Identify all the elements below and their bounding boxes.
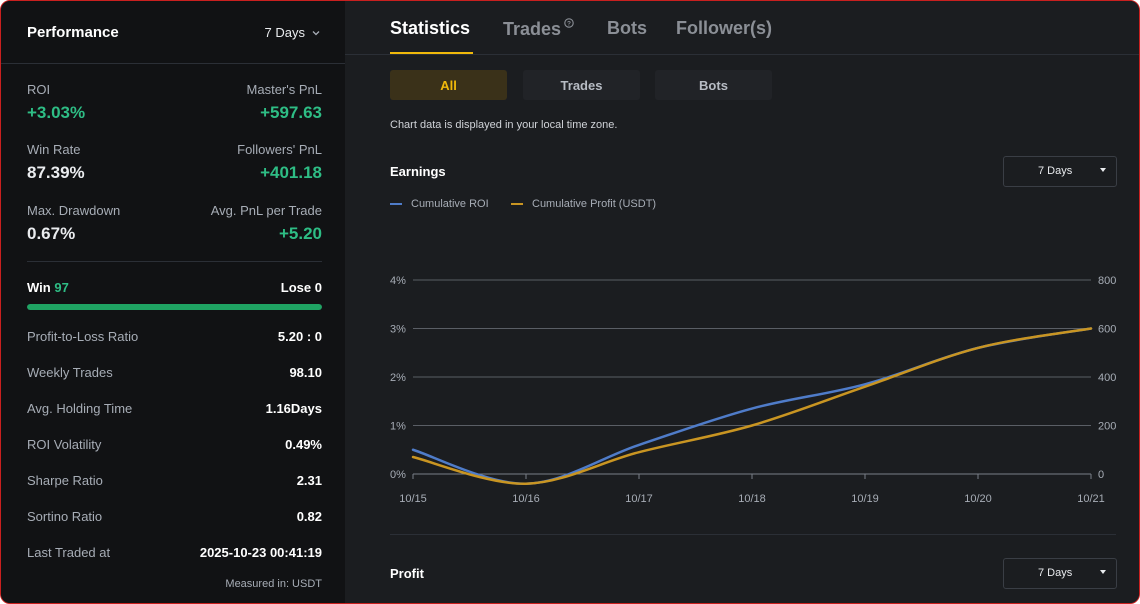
caret-down-icon xyxy=(1100,570,1106,574)
tab-statistics[interactable]: Statistics xyxy=(390,18,471,38)
legend-profit-swatch xyxy=(511,203,523,205)
stat-label: Sharpe Ratio xyxy=(27,473,103,488)
win-ratio-bar xyxy=(27,304,322,310)
roi-label: ROI xyxy=(27,82,51,97)
stat-value: 5.20 : 0 xyxy=(277,329,322,344)
series-line-cumulative-roi xyxy=(411,327,1093,485)
segment-trades[interactable]: Trades xyxy=(523,70,640,100)
master-pnl-label: Master's PnL xyxy=(246,82,322,97)
caret-down-icon xyxy=(1100,168,1106,172)
lose-summary: Lose 0 xyxy=(281,280,322,295)
stat-row-holding-time: Avg. Holding Time 1.16Days xyxy=(27,401,322,419)
win-rate-value: 87.39% xyxy=(27,163,85,182)
performance-panel: Performance 7 Days ROI Master's PnL +3.0… xyxy=(1,1,345,603)
stat-label: Last Traded at xyxy=(27,545,111,560)
series-line-cumulative-profit xyxy=(411,327,1093,485)
tab-followers[interactable]: Follower(s) xyxy=(676,18,773,38)
x-tick-label: 10/18 xyxy=(738,493,766,505)
profit-title: Profit xyxy=(390,566,424,581)
legend-roi[interactable]: Cumulative ROI xyxy=(390,198,489,210)
tab-trades[interactable]: Trades? xyxy=(503,18,574,40)
stat-value: 2.31 xyxy=(296,473,322,488)
x-tick-label: 10/15 xyxy=(399,493,427,505)
performance-title: Performance xyxy=(27,24,119,41)
y-right-tick-label: 200 xyxy=(1098,421,1116,433)
segment-bots[interactable]: Bots xyxy=(655,70,772,100)
x-tick-label: 10/21 xyxy=(1077,493,1105,505)
stat-row-roi-volatility: ROI Volatility 0.49% xyxy=(27,437,322,455)
legend-profit[interactable]: Cumulative Profit (USDT) xyxy=(511,198,656,210)
stat-value: 1.16Days xyxy=(265,401,322,416)
y-right-tick-label: 800 xyxy=(1098,275,1116,287)
tab-bar: Statistics Trades? Bots Follower(s) xyxy=(345,1,1139,55)
measured-in-note: Measured in: USDT xyxy=(225,578,322,590)
stat-label: Weekly Trades xyxy=(27,365,113,380)
max-drawdown-label: Max. Drawdown xyxy=(27,203,121,218)
max-drawdown-value: 0.67% xyxy=(27,224,76,243)
stat-row-profit-to-loss: Profit-to-Loss Ratio 5.20 : 0 xyxy=(27,329,322,347)
stat-row-weekly-trades: Weekly Trades 98.10 xyxy=(27,365,322,383)
section-divider xyxy=(390,534,1116,535)
tab-trades-label: Trades xyxy=(503,19,562,39)
y-right-tick-label: 400 xyxy=(1098,372,1116,384)
profit-period-value: 7 Days xyxy=(1038,567,1073,579)
earnings-title: Earnings xyxy=(390,164,446,179)
stat-label: Sortino Ratio xyxy=(27,509,103,524)
svg-text:?: ? xyxy=(567,20,571,27)
legend-roi-label: Cumulative ROI xyxy=(411,198,489,210)
stat-label: Avg. Holding Time xyxy=(27,401,133,416)
stat-row-last-traded: Last Traded at 2025-10-23 00:41:19 xyxy=(27,545,322,563)
profit-period-select[interactable]: 7 Days xyxy=(1003,558,1117,589)
win-lose-summary: Win 97 Lose 0 xyxy=(27,280,322,295)
performance-header: Performance 7 Days xyxy=(1,1,345,64)
roi-value: +3.03% xyxy=(27,103,86,122)
legend-profit-label: Cumulative Profit (USDT) xyxy=(532,198,657,210)
earnings-period-select[interactable]: 7 Days xyxy=(1003,156,1117,187)
stat-row-sortino-ratio: Sortino Ratio 0.82 xyxy=(27,509,322,527)
lose-label: Lose xyxy=(280,280,312,295)
x-tick-label: 10/20 xyxy=(964,493,992,505)
followers-pnl-label: Followers' PnL xyxy=(237,142,322,157)
y-right-tick-label: 0 xyxy=(1098,469,1104,481)
stat-row-sharpe-ratio: Sharpe Ratio 2.31 xyxy=(27,473,322,491)
avg-pnl-value: +5.20 xyxy=(278,224,322,243)
y-left-tick-label: 2% xyxy=(390,372,406,384)
win-label: Win xyxy=(27,280,51,295)
legend-roi-swatch xyxy=(390,203,402,205)
divider xyxy=(27,261,322,262)
y-left-tick-label: 0% xyxy=(390,469,406,481)
info-icon[interactable]: ? xyxy=(564,18,574,28)
win-count: 97 xyxy=(54,280,69,295)
avg-pnl-label: Avg. PnL per Trade xyxy=(210,203,322,218)
y-left-tick-label: 1% xyxy=(390,421,406,433)
period-dropdown-label: 7 Days xyxy=(264,25,305,40)
earnings-chart[interactable]: 0% 1% 2% 3% 4% 0 200 400 600 800 10/15 10/16 10/17 10… xyxy=(345,211,1140,521)
stat-label: ROI Volatility xyxy=(27,437,102,452)
x-tick-label: 10/16 xyxy=(512,493,540,505)
statistics-panel: Statistics Trades? Bots Follower(s) All … xyxy=(345,1,1140,603)
x-tick-label: 10/17 xyxy=(625,493,653,505)
y-left-tick-label: 3% xyxy=(390,324,406,336)
segment-all[interactable]: All xyxy=(390,70,507,100)
period-dropdown[interactable]: 7 Days xyxy=(265,25,321,40)
earnings-period-value: 7 Days xyxy=(1038,165,1073,177)
timezone-note: Chart data is displayed in your local ti… xyxy=(390,119,618,131)
followers-pnl-value: +401.18 xyxy=(260,163,322,182)
tab-bots[interactable]: Bots xyxy=(607,18,647,38)
stat-value: 98.10 xyxy=(289,365,322,380)
win-ratio-bar-fill xyxy=(27,304,322,310)
stat-value: 2025-10-23 00:41:19 xyxy=(199,545,322,560)
y-right-tick-label: 600 xyxy=(1098,324,1116,336)
y-left-tick-label: 4% xyxy=(390,275,406,287)
master-pnl-value: +597.63 xyxy=(260,103,322,122)
chevron-down-icon xyxy=(312,30,320,35)
active-tab-indicator xyxy=(390,52,473,54)
x-tick-label: 10/19 xyxy=(851,493,879,505)
stat-label: Profit-to-Loss Ratio xyxy=(27,329,139,344)
win-rate-label: Win Rate xyxy=(27,142,81,157)
stat-value: 0.49% xyxy=(285,437,322,452)
lose-count: 0 xyxy=(314,280,322,295)
stat-value: 0.82 xyxy=(296,509,322,524)
